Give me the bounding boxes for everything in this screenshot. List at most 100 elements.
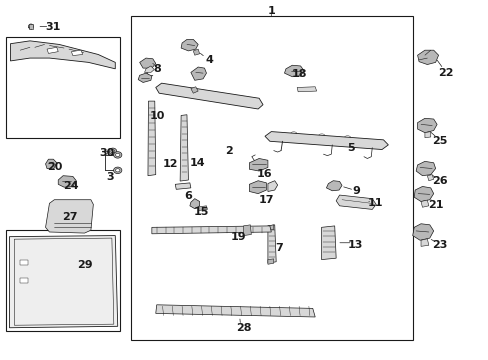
Polygon shape (413, 186, 433, 202)
Text: 1: 1 (267, 6, 275, 17)
Polygon shape (45, 200, 93, 233)
Polygon shape (267, 225, 276, 263)
Ellipse shape (262, 310, 265, 312)
Polygon shape (417, 50, 438, 64)
Text: 20: 20 (46, 162, 62, 172)
Ellipse shape (183, 91, 188, 94)
Polygon shape (412, 224, 433, 240)
Ellipse shape (28, 24, 33, 29)
Text: 29: 29 (77, 260, 92, 270)
Polygon shape (264, 132, 387, 149)
Ellipse shape (59, 302, 69, 310)
Text: 19: 19 (230, 232, 246, 242)
Bar (5, 37, 120, 138)
Ellipse shape (32, 302, 42, 310)
Text: 27: 27 (62, 212, 78, 221)
Polygon shape (321, 226, 335, 260)
Ellipse shape (344, 136, 350, 139)
Text: 22: 22 (437, 68, 453, 78)
Bar (5, 230, 120, 331)
Polygon shape (326, 181, 341, 191)
Text: 12: 12 (163, 159, 178, 169)
Polygon shape (190, 67, 206, 80)
Ellipse shape (109, 148, 117, 154)
Bar (131, 16, 412, 339)
Text: 11: 11 (366, 198, 382, 208)
Text: 28: 28 (235, 323, 251, 333)
Polygon shape (243, 225, 251, 235)
Text: 26: 26 (431, 176, 447, 186)
Polygon shape (190, 87, 198, 93)
Text: 3: 3 (106, 172, 114, 182)
Ellipse shape (192, 202, 196, 206)
Polygon shape (144, 66, 154, 72)
Text: 31: 31 (45, 22, 61, 32)
Ellipse shape (290, 132, 296, 135)
Ellipse shape (111, 150, 115, 153)
Polygon shape (180, 115, 188, 181)
Polygon shape (20, 278, 27, 283)
Ellipse shape (113, 152, 122, 158)
Polygon shape (189, 199, 199, 209)
Text: 7: 7 (275, 243, 283, 253)
Polygon shape (415, 161, 435, 176)
Text: 8: 8 (154, 64, 161, 74)
Ellipse shape (81, 275, 100, 289)
Polygon shape (249, 158, 267, 171)
Text: 21: 21 (427, 200, 443, 210)
Polygon shape (140, 58, 156, 68)
Polygon shape (47, 47, 58, 53)
Ellipse shape (167, 88, 172, 91)
Polygon shape (417, 118, 436, 133)
Ellipse shape (215, 96, 220, 99)
Text: 24: 24 (63, 181, 79, 192)
Ellipse shape (115, 153, 120, 157)
Ellipse shape (44, 248, 55, 256)
Ellipse shape (178, 310, 182, 312)
Ellipse shape (291, 310, 295, 312)
Polygon shape (427, 175, 433, 181)
Text: 13: 13 (347, 240, 363, 250)
Polygon shape (193, 49, 199, 55)
Text: 14: 14 (189, 158, 205, 168)
Ellipse shape (24, 267, 35, 275)
Text: 16: 16 (256, 168, 271, 179)
Ellipse shape (113, 167, 122, 174)
Polygon shape (71, 50, 82, 55)
Ellipse shape (86, 279, 96, 286)
Text: 6: 6 (184, 191, 192, 201)
Text: 25: 25 (431, 136, 447, 145)
Text: 4: 4 (205, 55, 213, 65)
Polygon shape (20, 260, 27, 265)
Text: 9: 9 (352, 186, 360, 197)
Text: 10: 10 (150, 111, 165, 121)
Ellipse shape (246, 101, 251, 104)
Ellipse shape (199, 93, 203, 96)
Polygon shape (249, 181, 266, 194)
Text: 18: 18 (291, 69, 306, 79)
Text: 2: 2 (224, 145, 232, 156)
Polygon shape (175, 183, 190, 189)
Polygon shape (267, 225, 273, 230)
Polygon shape (45, 159, 57, 169)
Polygon shape (29, 24, 33, 30)
Ellipse shape (230, 98, 235, 101)
Polygon shape (138, 73, 152, 82)
Ellipse shape (163, 310, 167, 312)
Ellipse shape (29, 52, 35, 55)
Polygon shape (152, 226, 271, 234)
Polygon shape (156, 305, 315, 317)
Ellipse shape (49, 267, 60, 275)
Polygon shape (9, 235, 118, 328)
Polygon shape (424, 132, 430, 138)
Ellipse shape (247, 310, 251, 312)
Ellipse shape (62, 207, 78, 221)
Polygon shape (297, 87, 316, 92)
Ellipse shape (305, 310, 309, 312)
Ellipse shape (73, 267, 84, 275)
Polygon shape (335, 195, 375, 210)
Ellipse shape (115, 169, 120, 172)
Polygon shape (284, 65, 304, 77)
Polygon shape (10, 41, 115, 69)
Ellipse shape (24, 285, 35, 293)
